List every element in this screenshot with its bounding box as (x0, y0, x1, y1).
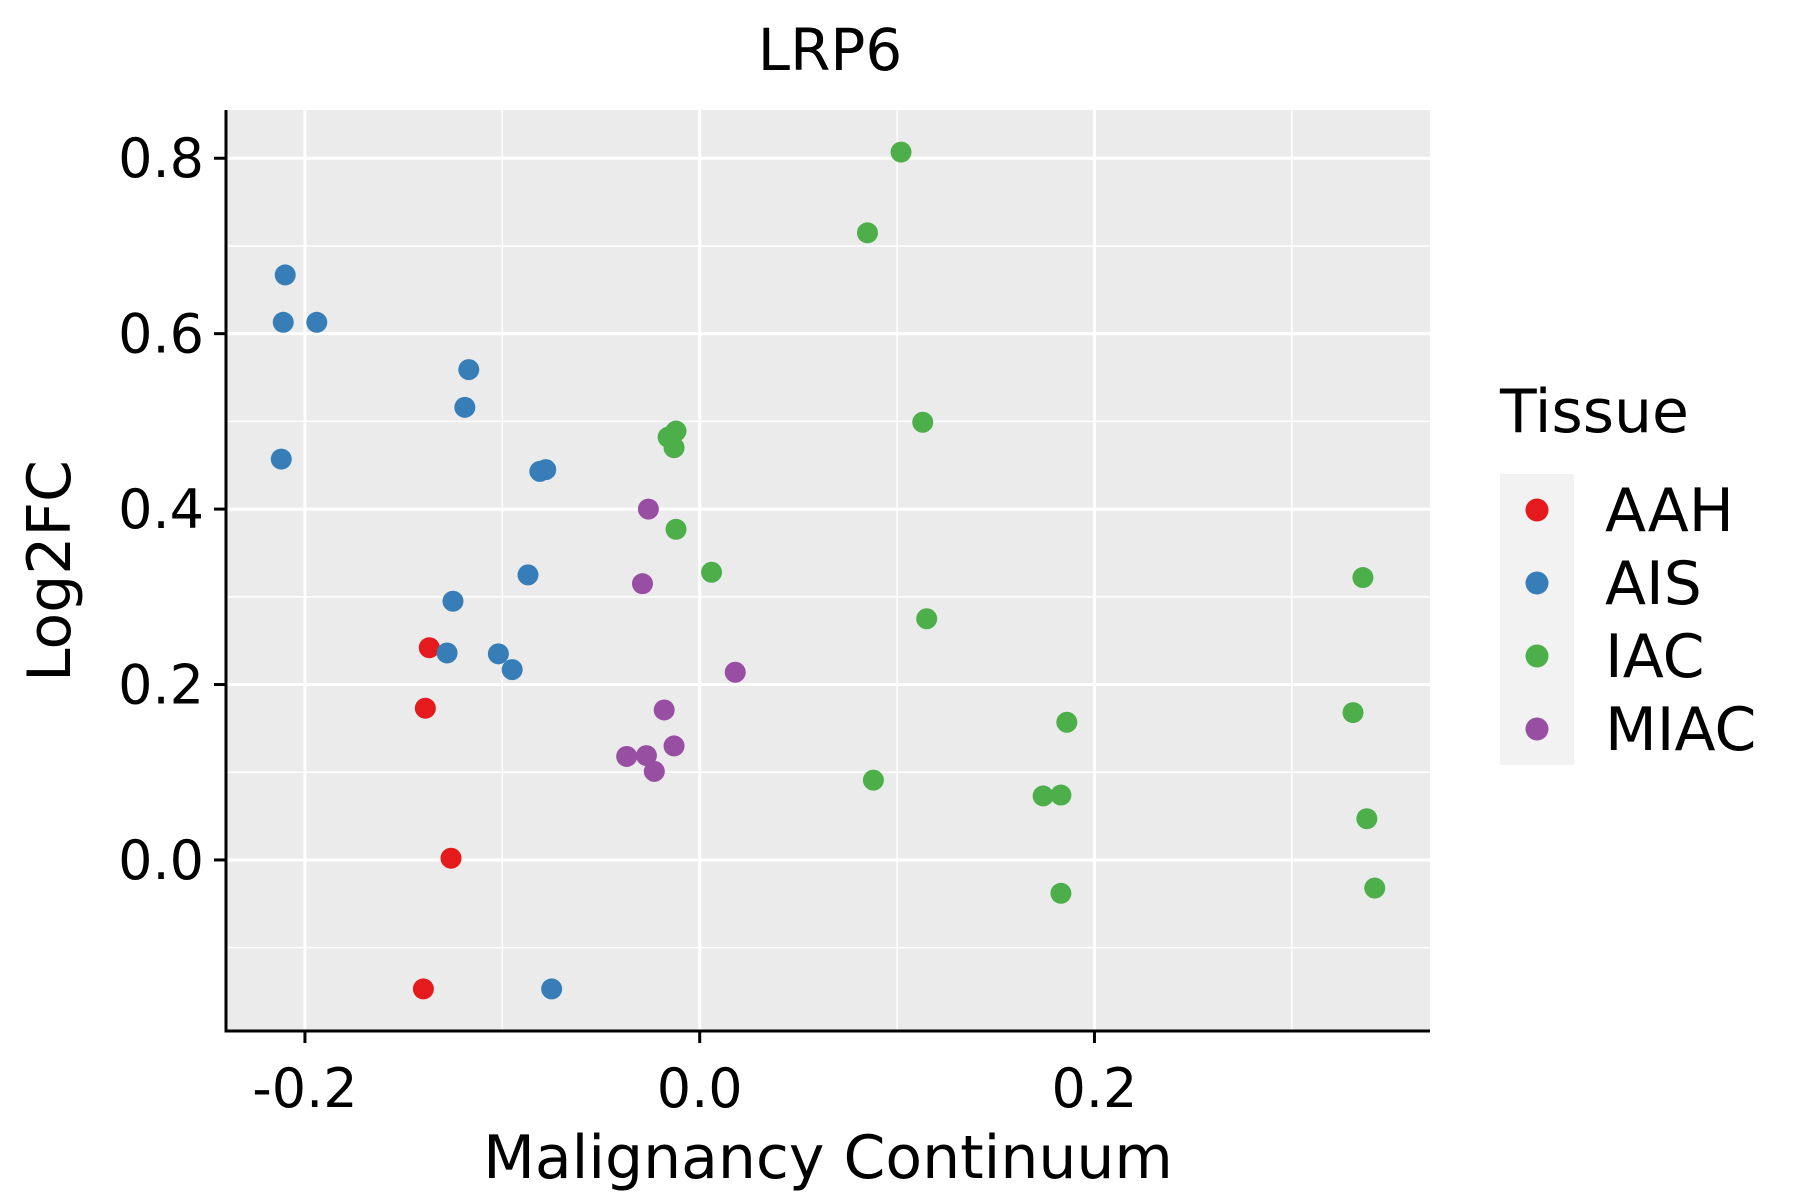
y-axis-ticks: 0.0 0.2 0.4 0.6 0.8 (118, 127, 226, 892)
data-point-miac (637, 498, 659, 520)
data-point-aah (414, 697, 436, 719)
grid-major (226, 110, 1430, 1031)
data-point-miac (663, 735, 685, 757)
x-axis-ticks: -0.2 0.0 0.2 (252, 1031, 1137, 1120)
data-point-miac (616, 745, 638, 767)
data-point-ais (458, 359, 480, 381)
legend-label-ais: AIS (1605, 549, 1702, 619)
data-point-iac (862, 769, 884, 791)
data-point-ais (517, 564, 539, 586)
data-point-aah (412, 978, 434, 1000)
data-point-miac (631, 573, 653, 595)
data-point-iac (1364, 877, 1386, 899)
chart-title: LRP6 (758, 16, 903, 84)
data-point-aah (418, 637, 440, 659)
data-point-iac (701, 561, 723, 583)
data-point-iac (1050, 784, 1072, 806)
data-point-miac (643, 760, 665, 782)
data-point-ais (274, 264, 296, 286)
data-point-miac (724, 661, 746, 683)
legend-label-aah: AAH (1605, 476, 1734, 546)
legend-key-iac (1525, 644, 1549, 668)
data-point-iac (1356, 808, 1378, 830)
data-point-aah (440, 847, 462, 869)
data-point-miac (635, 745, 657, 767)
plot-panel (226, 110, 1430, 1031)
y-tick-label: 0.0 (118, 829, 204, 892)
data-point-iac (1032, 785, 1054, 807)
data-point-iac (890, 141, 912, 163)
legend-key-background (1500, 474, 1574, 765)
data-point-ais (541, 978, 563, 1000)
data-point-ais (442, 590, 464, 612)
legend-label-iac: IAC (1605, 622, 1705, 692)
data-point-ais (306, 311, 328, 333)
legend-title: Tissue (1499, 377, 1689, 447)
data-point-iac (916, 608, 938, 630)
y-tick-label: 0.4 (118, 478, 204, 541)
x-tick-label: -0.2 (252, 1057, 357, 1120)
legend-label-miac: MIAC (1605, 695, 1756, 765)
data-point-ais (487, 643, 509, 665)
y-tick-label: 0.2 (118, 654, 204, 717)
data-point-ais (501, 659, 523, 681)
legend-key-ais (1525, 571, 1549, 595)
x-axis-title: Malignancy Continuum (483, 1123, 1173, 1193)
x-tick-label: 0.0 (657, 1057, 743, 1120)
data-point-iac (663, 437, 685, 459)
data-point-ais (270, 448, 292, 470)
axes (224, 110, 1430, 1033)
data-point-iac (665, 518, 687, 540)
y-tick-label: 0.6 (118, 303, 204, 366)
data-point-iac (1056, 711, 1078, 733)
data-point-iac (1342, 702, 1364, 724)
data-point-ais (535, 459, 557, 481)
y-axis-title: Log2FC (15, 460, 85, 682)
x-tick-label: 0.2 (1052, 1057, 1138, 1120)
y-tick-label: 0.8 (118, 127, 204, 190)
data-point-iac (912, 411, 934, 433)
data-point-ais (454, 396, 476, 418)
data-point-iac (1352, 567, 1374, 589)
legend-key-aah (1525, 498, 1549, 522)
legend-key-miac (1525, 717, 1549, 741)
data-point-ais (436, 642, 458, 664)
data-points (270, 141, 1386, 1000)
data-point-iac (1050, 882, 1072, 904)
data-point-miac (653, 699, 675, 721)
data-point-iac (856, 222, 878, 244)
data-point-ais (272, 311, 294, 333)
grid-minor (226, 110, 1430, 1031)
